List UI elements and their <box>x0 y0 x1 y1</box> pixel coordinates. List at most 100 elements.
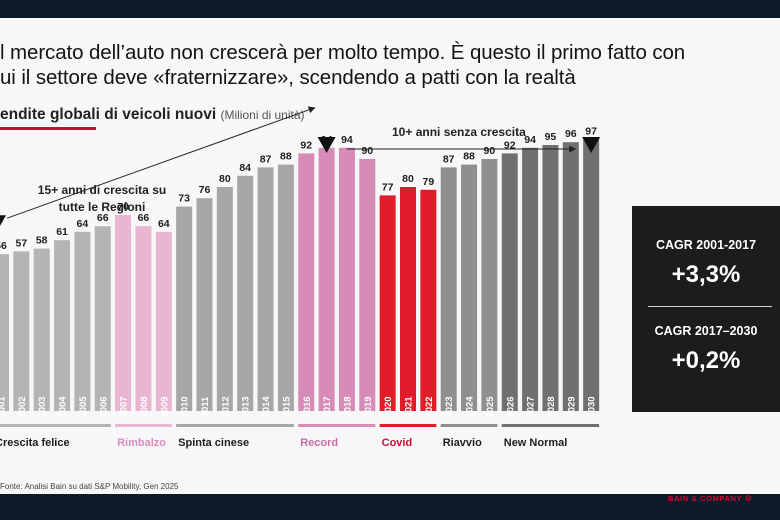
bar-value-label-2012: 80 <box>219 173 231 185</box>
year-label-2022: 2022 <box>424 396 435 417</box>
phase-line-5 <box>440 424 498 427</box>
bar-2004 <box>54 240 71 411</box>
bar-2010 <box>176 206 193 411</box>
bar-2022 <box>420 189 437 411</box>
phase-label-3: Record <box>300 437 338 449</box>
cagr-2-label: CAGR 2017–2030 <box>654 324 758 338</box>
bar-chart: 56 2001 57 2002 58 2003 61 2004 64 2005 66 2006 70 20… <box>0 106 601 449</box>
bar-value-label-2021: 80 <box>402 173 414 185</box>
bar-value-label-2027: 94 <box>524 134 536 146</box>
bain-logo: BAIN & COMPANY ⊙ <box>668 493 753 504</box>
phase-line-4 <box>379 424 437 427</box>
year-label-2008: 2008 <box>139 396 150 417</box>
bar-value-label-2020: 77 <box>382 181 394 193</box>
year-label-2020: 2020 <box>383 396 394 417</box>
cagr-divider <box>648 306 772 307</box>
bar-value-label-2006: 66 <box>97 212 109 224</box>
bar-2029 <box>562 142 579 411</box>
bar-value-label-2008: 66 <box>138 212 150 224</box>
phase-line-3 <box>298 424 376 427</box>
slide: l mercato dell’auto non crescerà per mol… <box>0 18 780 503</box>
bar-value-label-2013: 84 <box>239 162 251 174</box>
bar-2011 <box>196 198 213 411</box>
bar-2025 <box>481 159 498 411</box>
year-label-2001: 2001 <box>0 396 8 418</box>
bar-2001 <box>0 254 9 411</box>
bar-2006 <box>94 226 111 411</box>
bar-value-label-2004: 61 <box>56 226 68 238</box>
year-label-2010: 2010 <box>180 396 191 417</box>
year-label-2026: 2026 <box>505 396 516 417</box>
bar-2019 <box>359 159 376 411</box>
bar-2028 <box>542 145 559 411</box>
year-label-2027: 2027 <box>526 396 537 417</box>
bar-2015 <box>277 164 294 411</box>
bar-value-label-2019: 90 <box>361 145 373 157</box>
down-triangle-icon <box>0 215 6 226</box>
phase-line-6 <box>501 424 600 427</box>
source-note: Fonte: Analisi Bain su dati S&P Mobility… <box>0 482 179 491</box>
year-label-2007: 2007 <box>119 396 130 417</box>
year-label-2030: 2030 <box>587 396 598 417</box>
year-label-2005: 2005 <box>78 396 89 418</box>
year-label-2013: 2013 <box>241 396 252 417</box>
bar-value-label-2009: 64 <box>158 218 170 230</box>
year-label-2015: 2015 <box>281 396 292 418</box>
year-label-2023: 2023 <box>444 396 455 417</box>
phase-label-2: Spinta cinese <box>178 437 249 449</box>
chart-title-main: endite globali di veicoli nuovi <box>0 106 217 123</box>
bar-value-label-2029: 96 <box>565 128 577 140</box>
bar-2024 <box>461 164 478 411</box>
bar-value-label-2011: 76 <box>199 184 211 196</box>
bar-2003 <box>33 248 50 411</box>
bar-2020 <box>379 195 396 411</box>
bar-value-label-2001: 56 <box>0 240 7 252</box>
bar-2009 <box>155 231 172 411</box>
year-label-2009: 2009 <box>159 396 170 417</box>
page-title: l mercato dell’auto non crescerà per mol… <box>0 40 780 90</box>
logo-text: BAIN & COMPANY <box>668 494 742 503</box>
phase-label-5: Riavvio <box>443 437 482 449</box>
year-label-2012: 2012 <box>220 396 231 417</box>
bar-value-label-2030: 97 <box>585 125 597 137</box>
year-label-2024: 2024 <box>465 396 476 418</box>
bar-value-label-2005: 64 <box>77 218 89 230</box>
bar-2007 <box>115 215 132 411</box>
phase-label-6: New Normal <box>504 437 568 449</box>
cagr-2-value: +0,2% <box>671 347 741 374</box>
bar-2030 <box>583 139 600 411</box>
year-label-2006: 2006 <box>98 396 109 417</box>
stagnation-annotation: 10+ anni senza crescita <box>392 125 526 139</box>
bar-2012 <box>216 187 233 411</box>
year-label-2003: 2003 <box>37 396 48 417</box>
circled-dot-icon: ⊙ <box>744 493 753 503</box>
year-label-2011: 2011 <box>200 396 211 417</box>
bar-2018 <box>338 147 355 412</box>
phase-label-1: Rimbalzo <box>117 437 166 449</box>
bar-value-label-2003: 58 <box>36 235 48 247</box>
bar-2002 <box>13 251 30 411</box>
bar-value-label-2022: 79 <box>423 176 435 188</box>
year-label-2028: 2028 <box>546 396 557 417</box>
year-label-2017: 2017 <box>322 396 333 417</box>
year-label-2021: 2021 <box>404 396 415 418</box>
bar-2027 <box>522 147 539 412</box>
bar-value-label-2023: 87 <box>443 153 455 165</box>
year-label-2004: 2004 <box>58 396 69 418</box>
bar-value-label-2002: 57 <box>16 237 28 249</box>
down-triangle-icon <box>317 137 336 153</box>
title-accent-line <box>0 127 96 130</box>
bar-value-label-2015: 88 <box>280 151 292 163</box>
year-label-2029: 2029 <box>566 396 577 417</box>
bar-2017 <box>318 147 335 412</box>
bar-2008 <box>135 226 152 411</box>
bar-2021 <box>400 187 416 411</box>
bar-2023 <box>440 167 457 411</box>
phase-line-0 <box>0 424 111 427</box>
bar-value-label-2014: 87 <box>260 153 272 165</box>
year-label-2016: 2016 <box>302 396 313 417</box>
headline-line-1: l mercato dell’auto non crescerà per mol… <box>0 41 686 64</box>
year-label-2014: 2014 <box>261 396 272 418</box>
bar-2005 <box>74 231 91 411</box>
cagr-panel: CAGR 2001-2017 +3,3% CAGR 2017–2030 +0,2… <box>632 206 780 412</box>
